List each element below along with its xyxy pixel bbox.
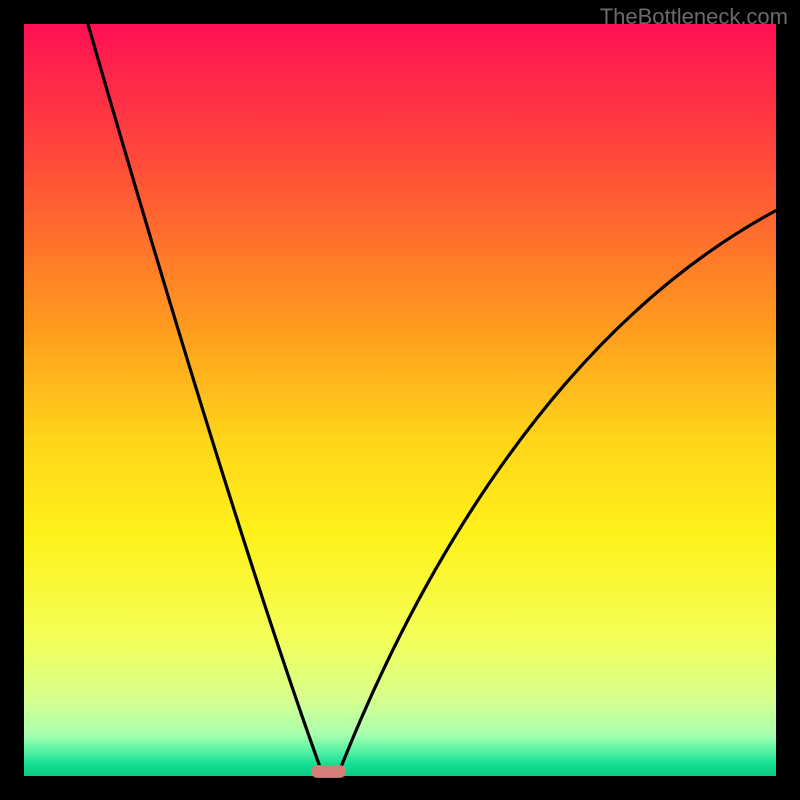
watermark-text: TheBottleneck.com — [600, 4, 788, 30]
chart-background — [24, 24, 776, 776]
bottleneck-chart: TheBottleneck.com — [0, 0, 800, 800]
vertex-marker — [311, 765, 346, 778]
chart-svg — [0, 0, 800, 800]
